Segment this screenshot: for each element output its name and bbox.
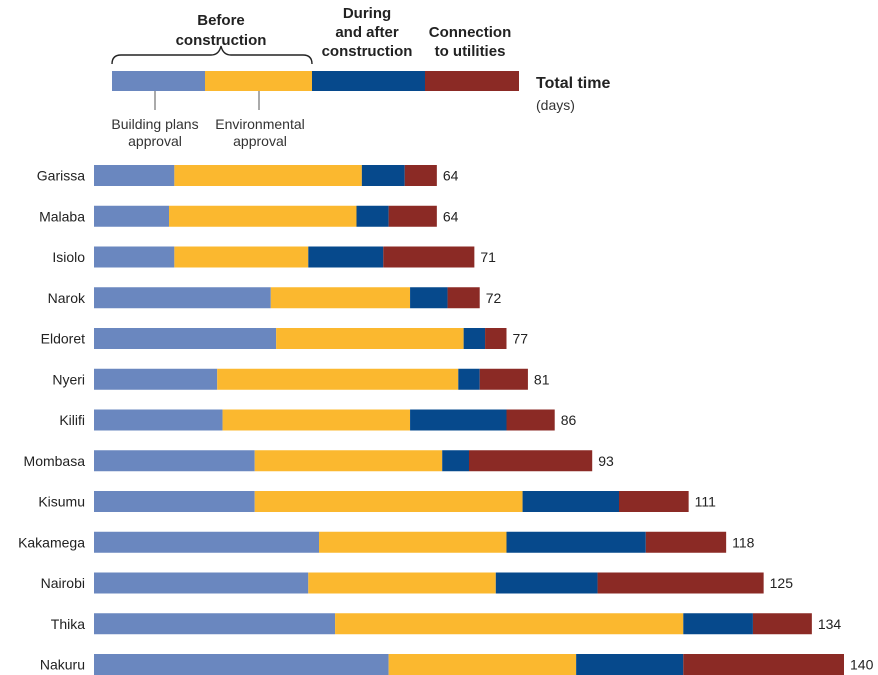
bar-kisumu-during-segment <box>522 491 619 512</box>
category-label-nakuru: Nakuru <box>40 657 85 673</box>
bar-isiolo-building-segment <box>94 246 175 268</box>
total-label-garissa: 64 <box>443 168 459 184</box>
bar-narok-connection-segment <box>447 287 480 309</box>
legend-connection-line1: Connection <box>429 24 512 41</box>
legend-swatch-during <box>312 71 425 91</box>
bar-garissa-building-segment <box>94 165 175 186</box>
total-label-malaba: 64 <box>443 208 459 224</box>
legend-during-line3: construction <box>322 43 413 60</box>
bar-narok-building-segment <box>94 287 271 309</box>
category-label-narok: Narok <box>48 290 86 306</box>
bar-thika-building-segment <box>94 613 336 635</box>
legend: Before construction During and after con… <box>111 5 610 149</box>
bar-thika-environmental-segment <box>335 613 684 635</box>
bar-garissa-during-segment <box>361 165 405 186</box>
bar-eldoret-building-segment <box>94 328 277 349</box>
category-label-eldoret: Eldoret <box>41 331 85 347</box>
total-label-eldoret: 77 <box>513 331 529 347</box>
total-label-nairobi: 125 <box>770 575 794 591</box>
category-label-isiolo: Isiolo <box>52 249 85 265</box>
legend-swatch-environmental <box>205 71 312 91</box>
legend-building-line1: Building plans <box>111 116 198 132</box>
legend-environmental-line1: Environmental <box>215 116 305 132</box>
category-label-kakamega: Kakamega <box>18 534 85 550</box>
total-label-isiolo: 71 <box>480 249 496 265</box>
bar-isiolo-connection-segment <box>383 246 475 268</box>
legend-before-bracket <box>111 45 313 65</box>
category-label-nyeri: Nyeri <box>52 371 85 387</box>
bar-thika-during-segment <box>683 613 753 635</box>
bar-kilifi-connection-segment <box>506 409 555 431</box>
legend-before-line2: construction <box>176 32 267 49</box>
bar-malaba-during-segment <box>356 205 389 227</box>
total-label-mombasa: 93 <box>598 453 614 469</box>
legend-total-title: Total time <box>536 75 610 92</box>
bar-kakamega-during-segment <box>506 531 646 553</box>
legend-during-line1: During <box>343 5 391 22</box>
total-label-kilifi: 86 <box>561 412 577 428</box>
bar-kakamega-building-segment <box>94 531 319 553</box>
bar-eldoret-environmental-segment <box>276 328 464 349</box>
category-label-thika: Thika <box>51 616 85 632</box>
bar-kilifi-building-segment <box>94 409 223 431</box>
bar-nyeri-during-segment <box>458 368 480 390</box>
bar-nyeri-connection-segment <box>479 368 528 390</box>
total-label-thika: 134 <box>818 616 842 632</box>
category-label-kilifi: Kilifi <box>59 412 85 428</box>
bar-isiolo-environmental-segment <box>174 246 309 268</box>
bar-nairobi-connection-segment <box>597 572 764 594</box>
bar-malaba-environmental-segment <box>169 205 357 227</box>
bar-kilifi-during-segment <box>410 409 507 431</box>
legend-swatch-building <box>112 71 205 91</box>
bar-nyeri-building-segment <box>94 368 218 390</box>
legend-environmental-line2: approval <box>233 133 287 149</box>
total-label-kakamega: 118 <box>732 534 755 550</box>
bar-nakuru-environmental-segment <box>388 654 577 675</box>
legend-swatch-connection <box>425 71 519 91</box>
bar-kakamega-environmental-segment <box>319 531 507 553</box>
bar-nairobi-building-segment <box>94 572 309 594</box>
legend-during-line2: and after <box>335 24 399 41</box>
legend-total-unit: (days) <box>536 97 575 113</box>
bar-isiolo-during-segment <box>308 246 384 268</box>
bar-kilifi-environmental-segment <box>222 409 411 431</box>
bar-nairobi-environmental-segment <box>308 572 496 594</box>
total-label-nakuru: 140 <box>850 657 874 673</box>
bar-garissa-environmental-segment <box>174 165 362 186</box>
bar-nakuru-connection-segment <box>683 654 844 675</box>
bar-malaba-building-segment <box>94 205 169 227</box>
bar-mombasa-building-segment <box>94 450 255 472</box>
category-label-mombasa: Mombasa <box>24 453 86 469</box>
total-label-kisumu: 111 <box>695 494 716 510</box>
bar-kakamega-connection-segment <box>645 531 727 553</box>
bar-nakuru-building-segment <box>94 654 389 675</box>
bar-kisumu-environmental-segment <box>254 491 523 512</box>
bar-malaba-connection-segment <box>388 205 437 227</box>
bar-kisumu-connection-segment <box>619 491 689 512</box>
category-label-nairobi: Nairobi <box>41 575 85 591</box>
legend-building-line2: approval <box>128 133 182 149</box>
bar-mombasa-during-segment <box>442 450 469 472</box>
bar-garissa-connection-segment <box>404 165 437 186</box>
bars-group: Garissa 64 Malaba 64 Isiolo 71 Narok 72 Eldoret 7… <box>18 165 874 675</box>
bar-eldoret-during-segment <box>463 328 486 349</box>
legend-before-line1: Before <box>197 12 245 29</box>
legend-connection-line2: to utilities <box>435 43 506 60</box>
bar-kisumu-building-segment <box>94 491 255 512</box>
bar-mombasa-environmental-segment <box>254 450 443 472</box>
bar-nakuru-during-segment <box>576 654 684 675</box>
total-label-nyeri: 81 <box>534 371 550 387</box>
category-label-malaba: Malaba <box>39 208 85 224</box>
bar-narok-environmental-segment <box>270 287 411 309</box>
bar-nyeri-environmental-segment <box>217 368 459 390</box>
bar-eldoret-connection-segment <box>485 328 507 349</box>
bar-narok-during-segment <box>410 287 448 309</box>
category-label-garissa: Garissa <box>37 168 85 184</box>
bar-mombasa-connection-segment <box>469 450 593 472</box>
total-label-narok: 72 <box>486 290 502 306</box>
bar-nairobi-during-segment <box>495 572 598 594</box>
category-label-kisumu: Kisumu <box>38 494 85 510</box>
bar-thika-connection-segment <box>752 613 812 635</box>
